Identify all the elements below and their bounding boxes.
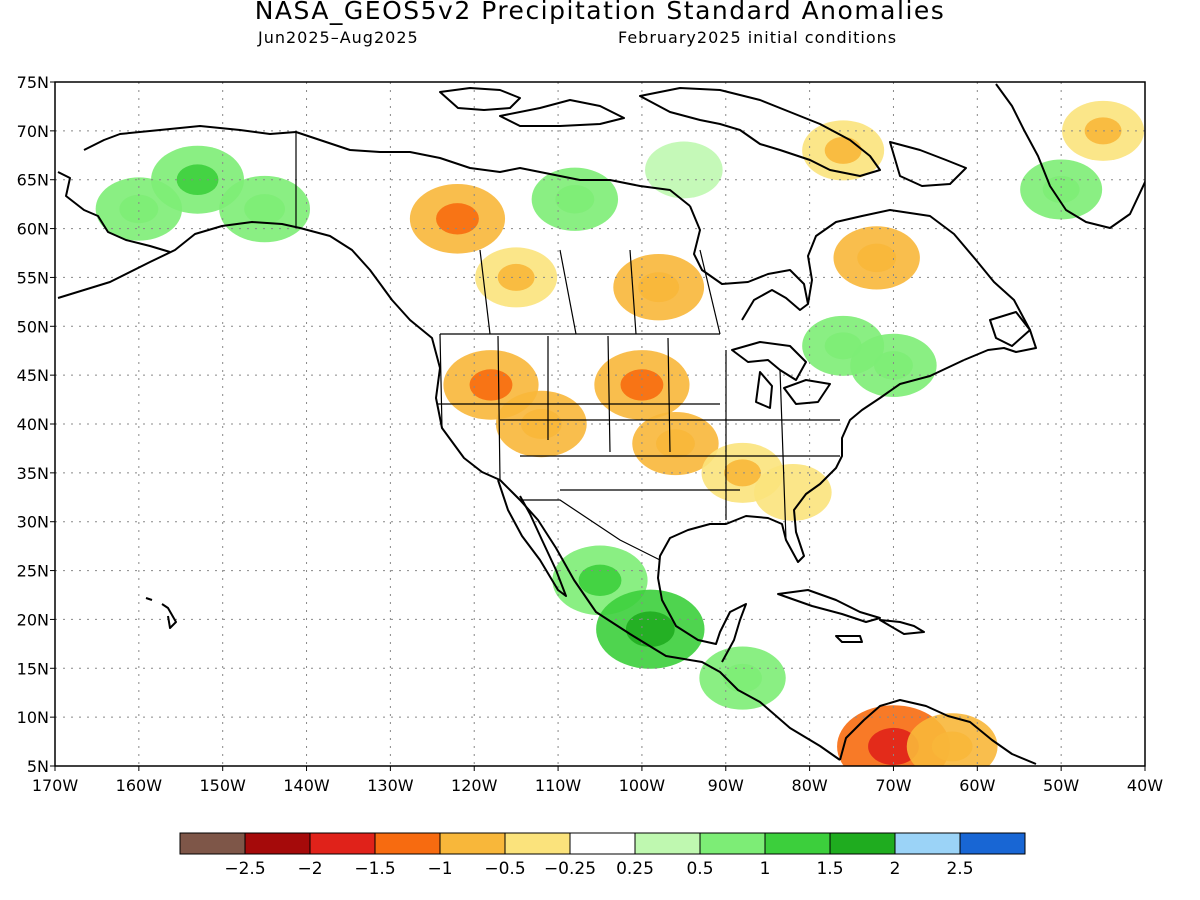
anomaly-core xyxy=(176,164,219,196)
lat-tick-label: 75N xyxy=(17,73,49,92)
colorbar-label: 0.25 xyxy=(616,859,654,879)
anomaly-core xyxy=(625,611,675,648)
lat-tick-label: 60N xyxy=(17,220,49,239)
lon-tick-label: 60W xyxy=(959,776,995,795)
lon-tick-label: 80W xyxy=(792,776,828,795)
colorbar-swatch xyxy=(959,832,1026,855)
latitude-labels: 5N 10N 15N 20N 25N 30N 35N 40N 45N 50N 55N 60N 65N 70… xyxy=(17,73,55,776)
anomaly-core xyxy=(119,194,159,224)
lat-tick-label: 25N xyxy=(17,562,49,581)
lon-tick-label: 40W xyxy=(1127,776,1163,795)
anomaly-core xyxy=(1042,175,1080,203)
anomaly-core xyxy=(436,203,479,235)
anomaly-field xyxy=(95,100,1145,766)
anomaly-core xyxy=(578,564,622,597)
anomaly-core xyxy=(469,369,513,401)
anomaly-core xyxy=(824,136,862,164)
lon-tick-label: 120W xyxy=(451,776,498,795)
colorbar-label: −2 xyxy=(297,859,322,879)
anomaly-core xyxy=(874,351,913,380)
lon-tick-label: 130W xyxy=(367,776,414,795)
lat-tick-label: 55N xyxy=(17,268,49,287)
map-title: NASA_GEOS5v2 Precipitation Standard Anom… xyxy=(254,0,946,25)
anomaly-core xyxy=(857,243,897,273)
anomaly-core xyxy=(555,185,595,214)
anomaly-core xyxy=(244,194,286,224)
lon-tick-label: 110W xyxy=(535,776,582,795)
anomaly-core xyxy=(638,272,680,303)
colorbar: −2.5 −2 −1.5 −1 −0.5 −0.25 0.25 0.5 1 1.5 2 2.5 xyxy=(179,832,1026,879)
anomaly-core xyxy=(931,731,973,762)
forecast-period: Jun2025–Aug2025 xyxy=(258,28,419,47)
colorbar-label: 2 xyxy=(890,859,901,879)
lon-tick-label: 100W xyxy=(619,776,666,795)
lat-tick-label: 5N xyxy=(27,757,49,776)
colorbar-swatch xyxy=(374,832,441,855)
lon-tick-label: 170W xyxy=(32,776,79,795)
colorbar-swatch xyxy=(244,832,311,855)
lat-tick-label: 35N xyxy=(17,464,49,483)
colorbar-swatch xyxy=(634,832,701,855)
lat-tick-label: 30N xyxy=(17,513,49,532)
lon-tick-label: 140W xyxy=(283,776,330,795)
colorbar-label: −1 xyxy=(427,859,452,879)
lon-tick-label: 70W xyxy=(875,776,911,795)
anomaly-core xyxy=(724,459,761,487)
anomaly-region xyxy=(754,464,832,521)
colorbar-swatch xyxy=(764,832,831,855)
anomaly-core xyxy=(520,409,562,439)
longitude-labels: 170W 160W 150W 140W 130W 120W 110W 100W 90W 80W 70… xyxy=(32,766,1163,795)
initial-conditions: February2025 initial conditions xyxy=(618,28,898,47)
colorbar-swatch xyxy=(699,832,766,855)
colorbar-label: −1.5 xyxy=(354,859,395,879)
graticule xyxy=(55,82,1145,766)
lat-tick-label: 20N xyxy=(17,610,49,629)
colorbar-swatch xyxy=(309,832,376,855)
colorbar-swatch xyxy=(179,832,246,855)
colorbar-swatch xyxy=(504,832,571,855)
lat-tick-label: 70N xyxy=(17,122,49,141)
colorbar-swatch xyxy=(439,832,506,855)
lat-tick-label: 45N xyxy=(17,366,49,385)
anomaly-core xyxy=(497,263,535,291)
lon-tick-label: 150W xyxy=(200,776,247,795)
colorbar-label: −2.5 xyxy=(224,859,265,879)
political-borders xyxy=(295,132,840,561)
lat-tick-label: 10N xyxy=(17,708,49,727)
lon-tick-label: 50W xyxy=(1043,776,1079,795)
colorbar-label: −0.25 xyxy=(544,859,596,879)
colorbar-label: −0.5 xyxy=(484,859,525,879)
lat-tick-label: 65N xyxy=(17,171,49,190)
lat-tick-label: 15N xyxy=(17,659,49,678)
anomaly-core xyxy=(824,332,862,360)
anomaly-core xyxy=(620,369,664,401)
lat-tick-label: 50N xyxy=(17,317,49,336)
lat-tick-label: 40N xyxy=(17,415,49,434)
colorbar-swatch xyxy=(829,832,896,855)
colorbar-swatch xyxy=(894,832,961,855)
lon-tick-label: 90W xyxy=(708,776,744,795)
colorbar-label: 1.5 xyxy=(816,859,843,879)
colorbar-label: 1 xyxy=(760,859,771,879)
anomaly-core xyxy=(656,429,695,458)
coastlines xyxy=(57,83,1145,765)
colorbar-label: 2.5 xyxy=(946,859,973,879)
lon-tick-label: 160W xyxy=(116,776,163,795)
anomaly-region xyxy=(645,141,723,199)
colorbar-label: 0.5 xyxy=(686,859,713,879)
colorbar-swatch xyxy=(569,832,636,855)
